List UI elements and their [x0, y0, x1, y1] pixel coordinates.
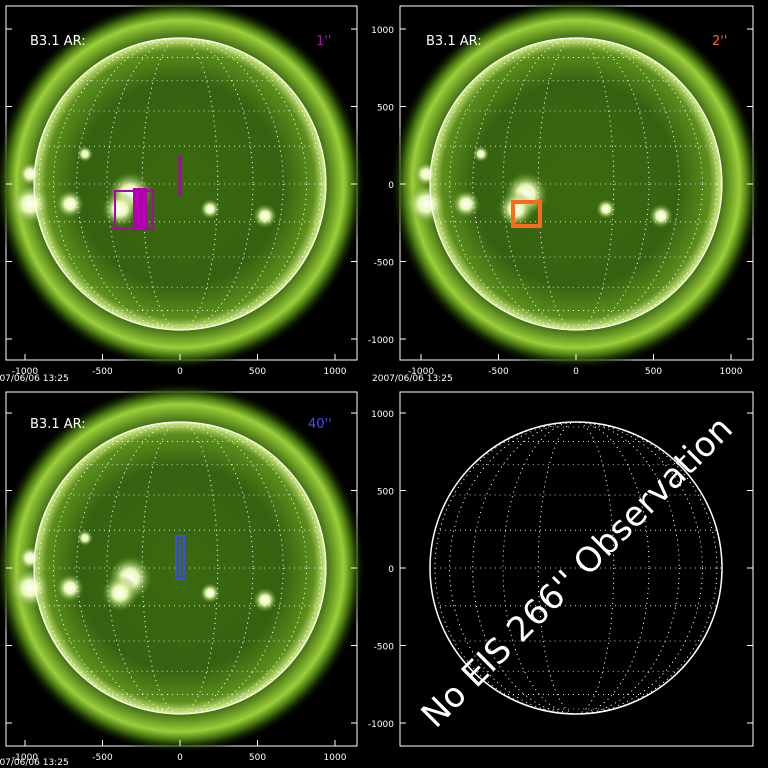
x-tick-label: -1000: [12, 367, 38, 377]
active-region: [18, 546, 42, 570]
active-region: [473, 146, 489, 162]
active-region: [649, 204, 673, 228]
longitude-line: [537, 37, 615, 331]
x-tick-label: -1000: [408, 367, 434, 377]
limb-circle: [33, 37, 327, 331]
longitude-line: [537, 421, 615, 715]
limb-circle: [429, 37, 723, 331]
y-tick-label: 1000: [371, 410, 394, 420]
slit-size-label: 1'': [316, 34, 331, 49]
slit-size-label: 2'': [712, 34, 727, 49]
x-tick-label: 500: [249, 367, 266, 377]
active-region: [452, 190, 480, 218]
longitude-line: [449, 421, 703, 715]
longitude-line: [502, 421, 650, 715]
sun-image: [0, 0, 366, 370]
eis-fov-box: [175, 535, 185, 580]
slit-size-label: 40'': [308, 417, 332, 432]
ar-label: B3.1 AR:: [30, 34, 86, 49]
x-tick-label: -500: [92, 367, 113, 377]
x-tick-label: -1000: [12, 753, 38, 763]
y-tick-label: -1000: [368, 336, 394, 346]
y-tick-label: 1000: [371, 26, 394, 36]
active-region: [102, 191, 138, 227]
eis-raster-fill: [133, 188, 147, 229]
longitude-line: [53, 37, 307, 331]
x-tick-label: -500: [488, 367, 509, 377]
active-region: [77, 530, 93, 546]
longitude-line: [76, 421, 284, 715]
longitude-line: [76, 37, 284, 331]
longitude-line: [449, 37, 703, 331]
longitude-line: [434, 421, 718, 715]
longitude-line: [472, 37, 680, 331]
timestamp: 2007/06/06 13:25: [372, 374, 453, 384]
active-region: [253, 204, 277, 228]
longitude-line: [141, 37, 219, 331]
active-region: [10, 568, 50, 608]
active-region: [414, 162, 438, 186]
active-region: [10, 184, 50, 224]
x-tick-label: 0: [177, 753, 183, 763]
y-tick-label: -500: [374, 259, 395, 269]
x-tick-label: 1000: [720, 367, 743, 377]
timestamp: 2007/06/06 13:25: [0, 758, 69, 768]
panel-4: No EIS 266'' Observation: [399, 391, 754, 747]
active-region: [200, 583, 220, 603]
timestamp: 2007/06/06 13:25: [0, 374, 69, 384]
x-tick-label: -500: [92, 753, 113, 763]
x-tick-label: 500: [645, 367, 662, 377]
x-tick-label: 500: [249, 753, 266, 763]
active-region: [406, 184, 446, 224]
y-tick-label: 500: [377, 104, 394, 114]
panel-1: B3.1 AR: 1'' 2007/06/06 13:25: [0, 0, 366, 384]
x-tick-label: 1000: [324, 367, 347, 377]
y-tick-label: -500: [374, 643, 395, 653]
sun-image: [0, 382, 366, 754]
eis-fov-box: [511, 200, 542, 228]
active-region: [77, 146, 93, 162]
ar-label: B3.1 AR:: [426, 34, 482, 49]
y-tick-label: -1000: [368, 720, 394, 730]
active-region: [200, 199, 220, 219]
panel-3: B3.1 AR: 40'' 2007/06/06 13:25: [0, 382, 366, 768]
active-region: [253, 588, 277, 612]
longitude-line: [141, 421, 219, 715]
ar-label: B3.1 AR:: [30, 417, 86, 432]
y-tick-label: 0: [388, 181, 394, 191]
x-tick-label: 0: [573, 367, 579, 377]
panel-2: B3.1 AR: 2'' 2007/06/06 13:25: [372, 0, 762, 384]
plot-frame: [399, 391, 754, 747]
limb-circle: [33, 421, 327, 715]
y-tick-label: 0: [388, 565, 394, 575]
active-region: [18, 162, 42, 186]
active-region: [56, 574, 84, 602]
x-tick-label: 1000: [324, 753, 347, 763]
longitude-line: [53, 421, 307, 715]
longitude-line: [472, 421, 680, 715]
active-region: [102, 575, 138, 611]
x-tick-label: 0: [177, 367, 183, 377]
empty-disk-grid: [429, 421, 723, 715]
y-tick-label: 500: [377, 488, 394, 498]
axis-ticks: -1000 -500 0 500 1000 1000 500 0 -500 -1000 -1000 -…: [6, 26, 753, 763]
active-region: [596, 199, 616, 219]
sun-image: [390, 0, 762, 370]
active-region: [56, 190, 84, 218]
